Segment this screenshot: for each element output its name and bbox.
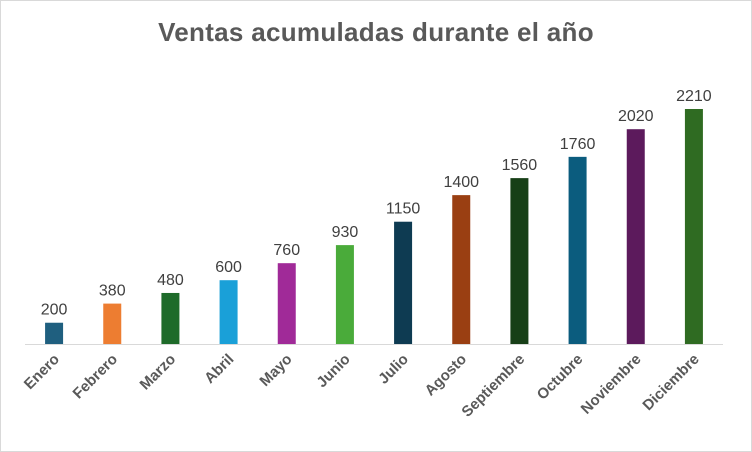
data-label-agosto: 1400 xyxy=(443,174,479,191)
data-label-febrero: 380 xyxy=(99,283,126,300)
x-tick-label-septiembre: Septiembre xyxy=(458,351,528,421)
bar-abril xyxy=(219,280,238,344)
x-tick-label-mayo: Mayo xyxy=(256,351,295,390)
x-tick-label-febrero: Febrero xyxy=(70,351,122,403)
data-label-diciembre: 2210 xyxy=(676,88,712,105)
data-label-abril: 600 xyxy=(215,259,242,276)
bar-julio xyxy=(394,221,413,344)
data-label-junio: 930 xyxy=(332,224,359,241)
data-label-marzo: 480 xyxy=(157,272,184,289)
chart-title: Ventas acumuladas durante el año xyxy=(158,17,594,47)
x-tick-label-noviembre: Noviembre xyxy=(578,351,645,418)
bar-octubre xyxy=(568,156,587,344)
data-label-octubre: 1760 xyxy=(560,136,596,153)
data-label-enero: 200 xyxy=(41,302,68,319)
x-tick-label-julio: Julio xyxy=(375,351,412,388)
x-tick-label-junio: Junio xyxy=(313,351,353,391)
x-tick-label-diciembre: Diciembre xyxy=(639,351,702,414)
bar-noviembre xyxy=(626,129,645,344)
bar-enero xyxy=(45,322,64,344)
x-tick-label-octubre: Octubre xyxy=(534,351,587,404)
bar-agosto xyxy=(452,195,471,344)
data-label-julio: 1150 xyxy=(386,201,421,218)
data-label-noviembre: 2020 xyxy=(618,108,654,125)
bar-mayo xyxy=(277,263,296,344)
bar-junio xyxy=(335,245,354,344)
x-tick-label-enero: Enero xyxy=(21,351,63,393)
x-tick-label-marzo: Marzo xyxy=(137,351,180,394)
data-label-septiembre: 1560 xyxy=(502,157,538,174)
bar-diciembre xyxy=(684,109,703,344)
bar-septiembre xyxy=(510,178,529,344)
x-tick-label-abril: Abril xyxy=(201,351,237,387)
data-label-mayo: 760 xyxy=(273,242,300,259)
bar-febrero xyxy=(103,303,122,344)
x-tick-label-agosto: Agosto xyxy=(422,351,471,400)
bar-marzo xyxy=(161,292,180,344)
